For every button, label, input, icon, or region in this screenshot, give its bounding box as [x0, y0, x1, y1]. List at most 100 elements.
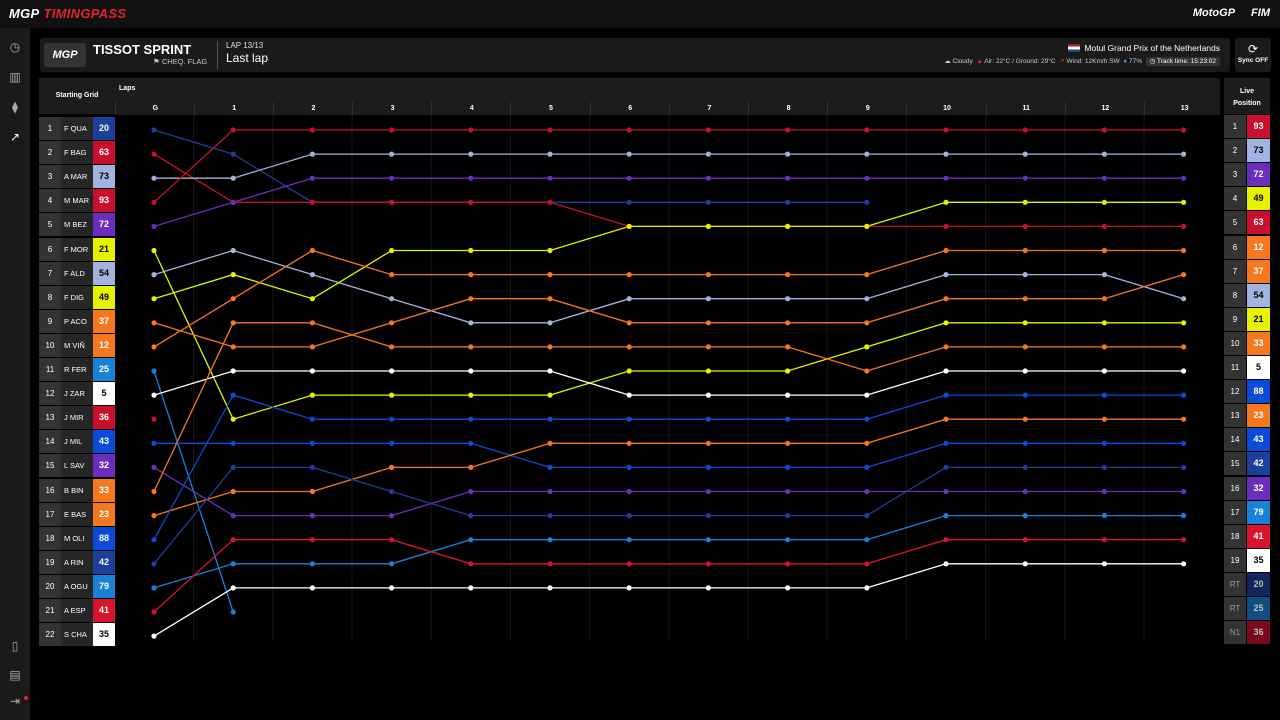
- data-point-23[interactable]: [943, 416, 949, 422]
- live-row[interactable]: 13 23: [1224, 404, 1270, 428]
- data-point-43[interactable]: [626, 464, 632, 470]
- data-point-72[interactable]: [626, 175, 632, 181]
- data-point-54[interactable]: [468, 320, 474, 326]
- data-point-73[interactable]: [151, 175, 157, 181]
- data-point-49[interactable]: [1101, 199, 1107, 205]
- data-point-37[interactable]: [151, 320, 157, 326]
- data-point-23[interactable]: [626, 440, 632, 446]
- data-point-42[interactable]: [626, 513, 632, 519]
- data-point-42[interactable]: [705, 513, 712, 519]
- data-point-25[interactable]: [230, 609, 236, 615]
- data-point-88[interactable]: [151, 537, 157, 543]
- data-point-20[interactable]: [151, 127, 157, 133]
- data-point-23[interactable]: [705, 440, 712, 446]
- data-point-5[interactable]: [1101, 368, 1107, 374]
- stopwatch-icon[interactable]: ◷: [9, 40, 21, 54]
- data-point-5[interactable]: [389, 368, 395, 374]
- data-point-49[interactable]: [468, 247, 474, 254]
- data-point-79[interactable]: [230, 561, 236, 567]
- data-point-33[interactable]: [705, 344, 712, 350]
- data-point-93[interactable]: [864, 127, 870, 133]
- data-point-79[interactable]: [389, 561, 395, 567]
- data-point-12[interactable]: [785, 272, 791, 278]
- data-point-43[interactable]: [309, 440, 315, 446]
- data-point-54[interactable]: [547, 320, 553, 326]
- data-point-5[interactable]: [547, 368, 553, 374]
- data-point-93[interactable]: [1022, 127, 1028, 133]
- data-point-43[interactable]: [1022, 440, 1028, 446]
- grid-row[interactable]: 18 M OLI 88: [39, 526, 115, 550]
- data-point-42[interactable]: [547, 513, 553, 519]
- data-point-5[interactable]: [309, 368, 315, 374]
- data-point-73[interactable]: [626, 151, 632, 157]
- data-point-37[interactable]: [705, 320, 712, 326]
- live-row[interactable]: 11 5: [1224, 356, 1270, 379]
- grid-row[interactable]: 22 S CHA 35: [39, 623, 115, 647]
- data-point-5[interactable]: [151, 392, 157, 398]
- data-point-72[interactable]: [547, 175, 553, 181]
- data-point-49[interactable]: [705, 223, 712, 229]
- data-point-33[interactable]: [547, 344, 553, 350]
- data-point-35[interactable]: [864, 585, 870, 591]
- notification-icon[interactable]: ▤: [9, 668, 21, 682]
- data-point-63[interactable]: [547, 199, 553, 205]
- data-point-35[interactable]: [547, 585, 553, 591]
- data-point-32[interactable]: [547, 488, 553, 495]
- data-point-21[interactable]: [626, 368, 632, 374]
- data-point-35[interactable]: [1022, 561, 1028, 567]
- live-row[interactable]: 2 73: [1224, 139, 1270, 163]
- data-point-5[interactable]: [785, 392, 791, 398]
- data-point-21[interactable]: [785, 368, 791, 374]
- data-point-79[interactable]: [309, 561, 315, 567]
- data-point-32[interactable]: [389, 513, 395, 519]
- data-point-21[interactable]: [1181, 320, 1187, 326]
- data-point-35[interactable]: [151, 633, 157, 639]
- data-point-37[interactable]: [230, 344, 236, 350]
- data-point-93[interactable]: [547, 127, 553, 133]
- data-point-73[interactable]: [943, 151, 949, 157]
- data-point-33[interactable]: [864, 368, 870, 374]
- live-row[interactable]: 16 32: [1224, 476, 1270, 500]
- data-point-21[interactable]: [309, 392, 315, 398]
- data-point-23[interactable]: [1101, 416, 1107, 422]
- data-point-23[interactable]: [547, 440, 553, 446]
- data-point-25[interactable]: [151, 368, 157, 374]
- data-point-42[interactable]: [151, 561, 157, 567]
- data-point-42[interactable]: [230, 464, 236, 470]
- data-point-93[interactable]: [1181, 127, 1187, 133]
- data-point-79[interactable]: [547, 537, 553, 543]
- data-point-23[interactable]: [1022, 416, 1028, 422]
- data-point-54[interactable]: [864, 296, 870, 302]
- live-row[interactable]: 3 72: [1224, 163, 1270, 187]
- data-point-49[interactable]: [626, 223, 632, 229]
- data-point-41[interactable]: [943, 537, 949, 543]
- data-point-88[interactable]: [230, 392, 236, 398]
- data-point-63[interactable]: [389, 199, 395, 205]
- data-point-32[interactable]: [785, 488, 791, 495]
- data-point-93[interactable]: [468, 127, 474, 133]
- data-point-20[interactable]: [864, 199, 870, 205]
- data-point-72[interactable]: [230, 199, 236, 205]
- data-point-88[interactable]: [468, 416, 474, 422]
- live-row[interactable]: 6 12: [1224, 235, 1270, 259]
- data-point-72[interactable]: [309, 175, 315, 181]
- data-point-73[interactable]: [864, 151, 870, 157]
- data-point-5[interactable]: [1181, 368, 1187, 374]
- data-point-35[interactable]: [1101, 561, 1107, 567]
- data-point-72[interactable]: [1101, 175, 1107, 181]
- live-row[interactable]: 1 93: [1224, 115, 1270, 138]
- data-point-88[interactable]: [309, 416, 315, 422]
- data-point-20[interactable]: [230, 151, 236, 157]
- data-point-42[interactable]: [864, 513, 870, 519]
- data-point-32[interactable]: [705, 488, 712, 495]
- live-row[interactable]: 19 35: [1224, 548, 1270, 572]
- data-point-42[interactable]: [1181, 464, 1187, 470]
- data-point-33[interactable]: [785, 344, 791, 350]
- sync-button[interactable]: ⟳ Sync OFF: [1235, 38, 1271, 72]
- data-point-35[interactable]: [309, 585, 315, 591]
- data-point-35[interactable]: [1181, 561, 1187, 567]
- data-point-32[interactable]: [468, 488, 474, 495]
- data-point-35[interactable]: [230, 585, 236, 591]
